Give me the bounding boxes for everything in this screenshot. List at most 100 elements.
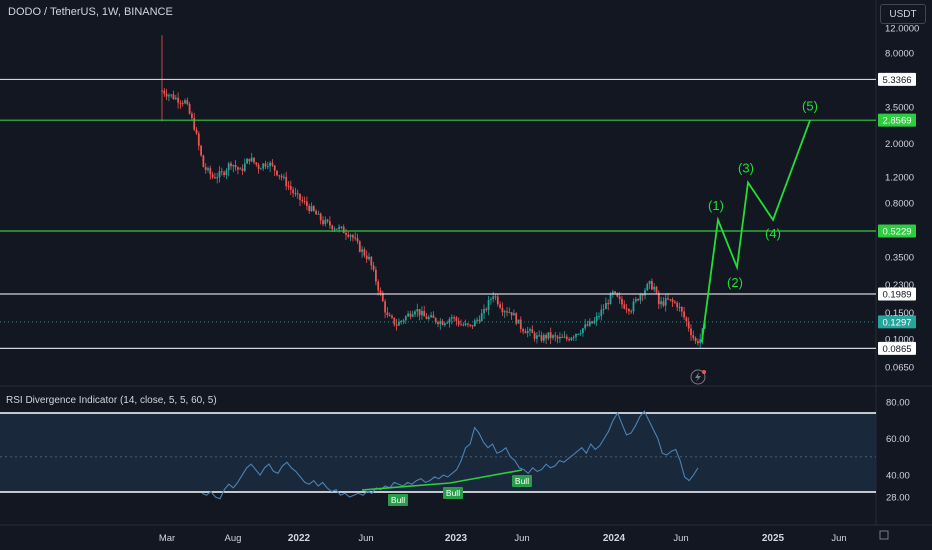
candle-body [513,313,515,316]
candle-body [172,94,175,100]
candle-body [625,308,628,310]
candle-body [664,298,667,306]
candle-body [381,292,384,302]
candle-body [492,296,495,300]
candle-body [671,299,674,302]
candle-body [354,237,357,239]
rsi-tick-label: 40.00 [886,471,910,482]
time-tick-label: Jun [673,533,688,544]
candle-body [363,249,366,256]
price-level-tag [878,72,916,86]
candle-body [404,316,407,321]
candle-body [559,336,561,339]
candle-body [660,301,662,305]
candle-body [161,90,163,92]
rsi-tick-label: 60.00 [886,434,910,445]
candle-body [609,293,612,305]
svg-text:Bull: Bull [515,476,529,486]
candle-body [402,320,405,322]
candle-body [607,302,610,305]
candle-body [301,199,304,202]
candle-body [372,265,375,270]
candle-body [437,321,439,325]
bull-divergence-badge: Bull [443,487,463,499]
candle-body [676,302,679,308]
candle-body [653,286,656,290]
wave-label: (1) [708,198,724,213]
candle-body [349,235,352,237]
candle-body [575,333,577,337]
candle-body [444,323,446,326]
candle-body [646,283,649,291]
candle-body [476,319,478,321]
price-tick-label: 8.0000 [885,49,914,60]
price-level-tag [878,224,916,238]
candle-body [641,294,644,296]
candle-body [662,301,665,306]
candle-body [595,316,598,321]
candle-body [255,162,258,165]
candle-body [191,113,193,119]
price-level-label: 5.3366 [882,75,911,86]
candle-body [485,308,488,310]
candle-body [508,312,511,314]
candle-body [634,298,637,302]
candle-body [322,220,324,225]
candle-body [577,333,580,335]
candles [161,35,706,348]
candle-body [515,313,518,324]
wave-label: (2) [727,275,743,290]
candle-body [216,177,219,179]
candle-body [462,324,465,326]
candle-body [490,299,492,301]
price-tick-label: 0.8000 [885,199,914,210]
time-tick-label: 2023 [445,533,468,544]
candle-body [549,332,552,338]
candle-body [317,213,320,215]
candle-body [379,290,382,293]
time-tick-label: Mar [159,533,175,544]
currency-button[interactable]: USDT [880,4,926,24]
candle-body [630,311,633,313]
candle-body [487,299,490,310]
candle-body [639,294,642,301]
candle-body [460,324,462,326]
rsi-indicator-title[interactable]: RSI Divergence Indicator (14, close, 5, … [6,395,217,406]
candle-body [618,296,621,299]
candle-body [657,292,660,305]
candle-body [266,166,269,168]
candle-body [644,290,646,296]
candle-body [692,335,695,338]
candle-body [519,319,522,330]
candle-body [324,219,327,225]
candle-body [480,313,483,322]
candle-body [347,234,350,237]
price-tick-label: 0.1000 [885,334,914,345]
candle-body [533,332,536,339]
candle-body [499,304,501,308]
candle-body [329,221,331,226]
candle-body [246,158,248,164]
candle-body [637,298,639,301]
candle-body [540,335,543,341]
candle-body [414,311,416,315]
candle-body [425,316,428,320]
candle-body [319,213,322,221]
candle-body [542,335,545,341]
price-tick-label: 0.2300 [885,280,914,291]
candle-body [204,167,207,170]
candle-body [165,93,168,97]
candle-body [220,171,223,173]
price-tick-label: 2.0000 [885,139,914,150]
candle-body [471,325,474,327]
candle-body [278,175,281,177]
candle-body [285,176,288,187]
price-level-label: 0.0865 [882,344,911,355]
candle-body [234,165,237,168]
price-tick-label: 1.2000 [885,172,914,183]
candle-body [207,168,209,170]
candle-body [678,307,681,309]
candle-body [193,118,196,130]
candle-body [506,311,508,313]
